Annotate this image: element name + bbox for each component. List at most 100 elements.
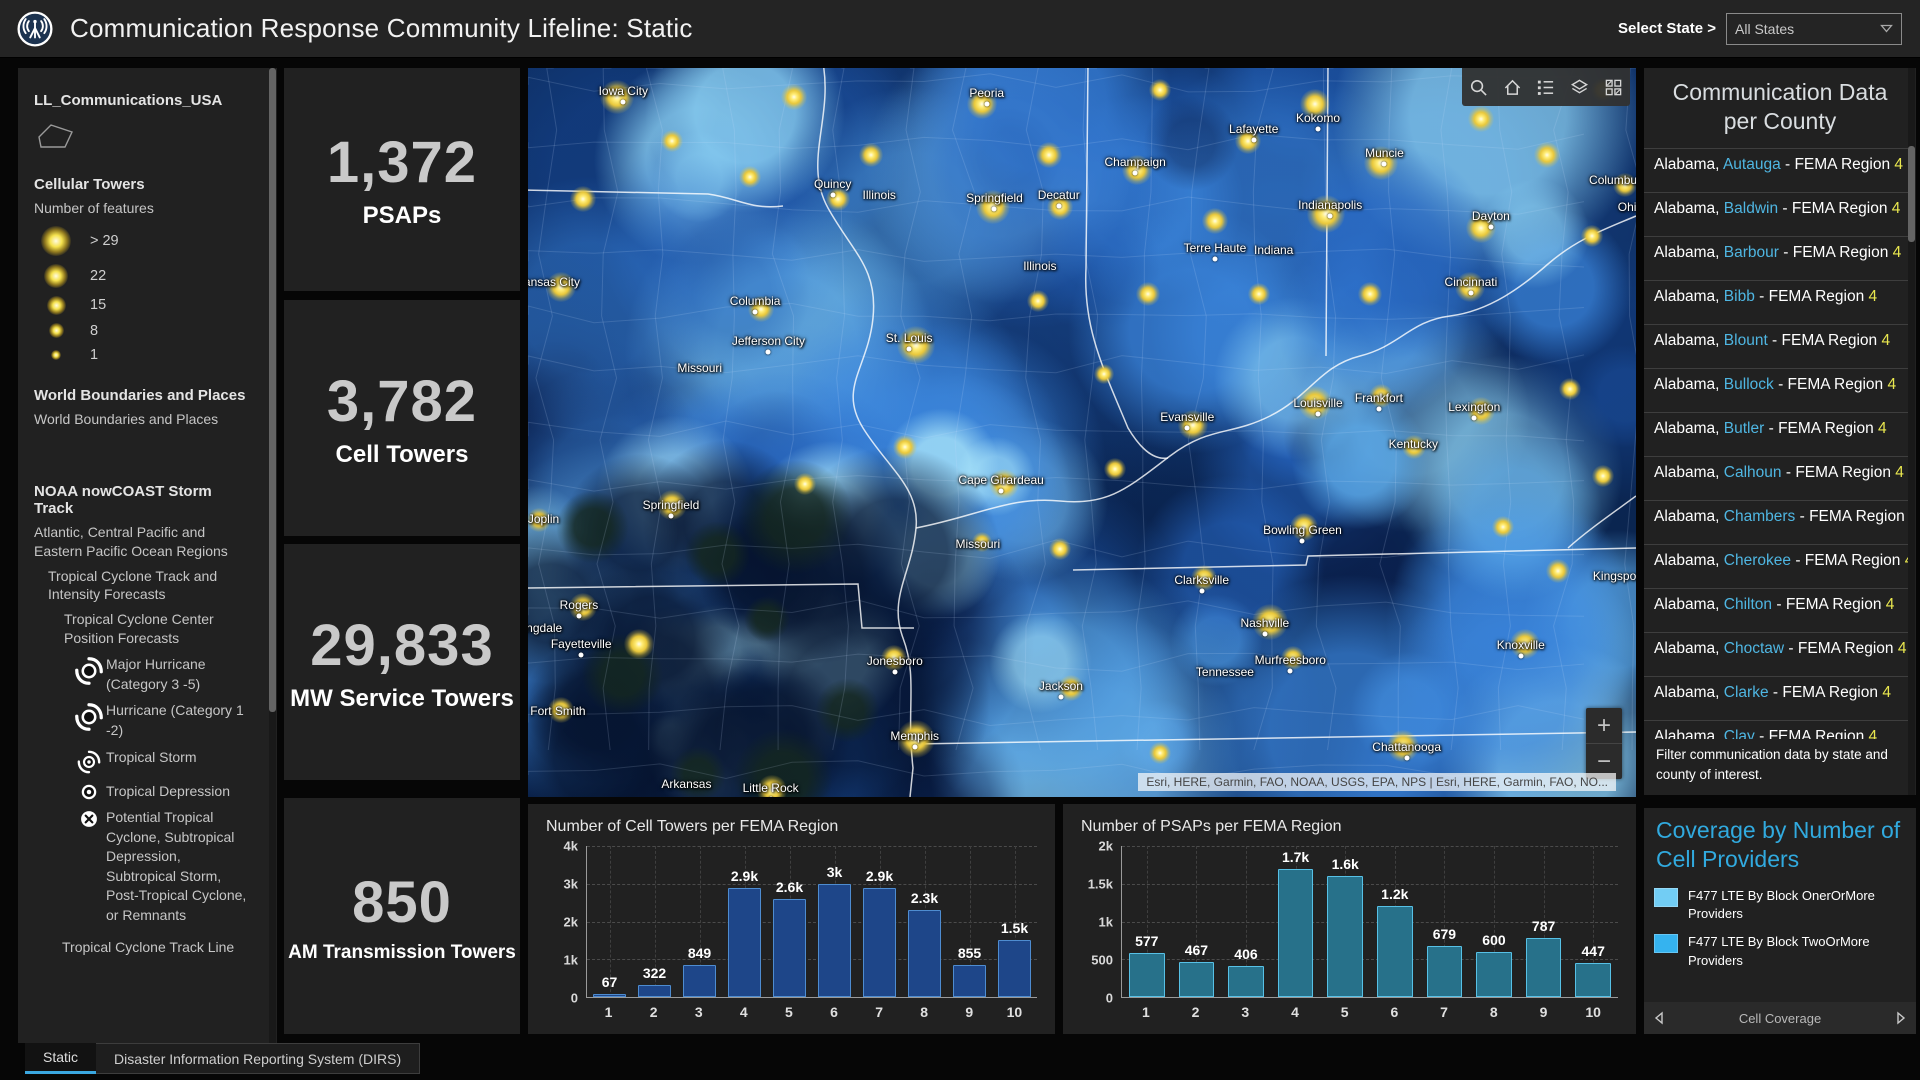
city-label: Chattanooga (1372, 739, 1442, 754)
search-icon[interactable] (1469, 78, 1488, 97)
cell-tower-dot (1148, 78, 1171, 101)
bar-value-label: 2.3k (910, 890, 939, 907)
city-label: Jefferson City (731, 333, 805, 348)
county-row[interactable]: Alabama, Calhoun - FEMA Region 4 (1644, 455, 1908, 500)
bar-region-1[interactable] (593, 994, 626, 997)
map-zoom-control: + − (1586, 708, 1622, 779)
legend-icon[interactable] (1536, 78, 1555, 97)
gridline (587, 883, 1037, 885)
cell-tower-dot (623, 628, 654, 659)
county-row[interactable]: Alabama, Chilton - FEMA Region 4 (1644, 587, 1908, 632)
cell-tower-dot (1094, 364, 1115, 385)
sidebar-scrollbar[interactable] (269, 68, 276, 1043)
cell-tower-dot (1534, 142, 1561, 169)
bar-value-label: 2.9k (730, 867, 759, 884)
stat-cell-towers-label: Cell Towers (335, 440, 469, 468)
county-mid: - FEMA Region (1767, 331, 1882, 349)
bar-region-8[interactable] (908, 910, 941, 997)
bar-region-9[interactable] (953, 964, 986, 997)
bar-region-8[interactable] (1476, 951, 1512, 997)
bar-region-4[interactable] (1277, 868, 1314, 997)
tab-static[interactable]: Static (25, 1043, 97, 1074)
county-row[interactable]: Alabama, Autauga - FEMA Region 4 (1644, 147, 1908, 192)
size-class-label: 8 (90, 322, 99, 339)
bar-region-9[interactable] (1525, 937, 1562, 997)
bar-region-6[interactable] (818, 883, 851, 997)
county-row[interactable]: Alabama, Clay - FEMA Region 4 (1644, 719, 1908, 739)
stat-cell-towers-value: 3,782 (326, 368, 478, 434)
bar-region-6[interactable] (1376, 906, 1413, 997)
county-row[interactable]: Alabama, Choctaw - FEMA Region 4 (1644, 631, 1908, 676)
county-row[interactable]: Alabama, Butler - FEMA Region 4 (1644, 411, 1908, 456)
bar-region-2[interactable] (1178, 961, 1215, 997)
x-tick-label: 4 (1291, 1004, 1299, 1020)
grid-vline (1543, 846, 1545, 997)
county-row[interactable]: Alabama, Cherokee - FEMA Region 4 (1644, 543, 1908, 588)
coverage-legend-label: F477 LTE By Block OnerOrMore Providers (1688, 887, 1875, 922)
bar-region-7[interactable] (1426, 945, 1463, 997)
city-label: Knoxville (1496, 638, 1545, 653)
layers-icon[interactable] (1570, 78, 1589, 97)
cell-tower-dot (1177, 410, 1208, 441)
x-tick-label: 1 (604, 1004, 613, 1020)
state-select-dropdown[interactable]: All States (1726, 12, 1902, 45)
city-label: Muncie (1365, 146, 1404, 161)
gridline (587, 959, 1037, 961)
basemap-icon[interactable] (1604, 78, 1623, 97)
coverage-swatch-icon (1654, 934, 1678, 954)
storm-legend-label: Tropical Depression (106, 782, 230, 799)
bar-region-3[interactable] (683, 964, 716, 997)
county-row[interactable]: Alabama, Bullock - FEMA Region 4 (1644, 367, 1908, 412)
select-state-label: Select State > (1618, 20, 1716, 37)
y-tick-label: 1.5k (1087, 876, 1113, 892)
county-row[interactable]: Alabama, Barbour - FEMA Region 4 (1644, 235, 1908, 280)
county-county: Clarke (1723, 683, 1769, 701)
county-row[interactable]: Alabama, Chambers - FEMA Region 4 (1644, 499, 1908, 544)
county-county: Chilton (1723, 595, 1773, 613)
coverage-providers-panel: Coverage by Number of Cell Providers F47… (1644, 808, 1916, 1034)
zoom-out-button[interactable]: − (1596, 747, 1611, 775)
county-row[interactable]: Alabama, Clarke - FEMA Region 4 (1644, 675, 1908, 720)
x-tick-label: 3 (1241, 1004, 1250, 1020)
coverage-panel-title: Coverage by Number of Cell Providers (1656, 817, 1901, 872)
bar-region-5[interactable] (773, 898, 806, 997)
stat-am-towers: 850 AM Transmission Towers (284, 798, 520, 1034)
city-label: Memphis (890, 729, 940, 744)
county-row[interactable]: Alabama, Bibb - FEMA Region 4 (1644, 279, 1908, 324)
cell-tower-dot (1466, 396, 1495, 425)
world-boundaries-title: World Boundaries and Places (34, 386, 246, 404)
county-scrollbar-thumb[interactable] (1908, 146, 1915, 242)
county-mid: - FEMA Region (1781, 463, 1896, 481)
zoom-in-button[interactable]: + (1586, 708, 1622, 744)
county-row[interactable]: Alabama, Baldwin - FEMA Region 4 (1644, 191, 1908, 236)
home-icon[interactable] (1503, 78, 1522, 97)
bar-region-10[interactable] (1575, 963, 1612, 997)
sidebar-scrollbar-thumb[interactable] (269, 68, 276, 712)
size-class-row: 15 (34, 295, 251, 315)
coverage-map[interactable]: Iowa City Peoria Kokomo Lafayette Muncie Cham… (528, 68, 1636, 797)
coverage-blob (1143, 94, 1240, 191)
bar-region-1[interactable] (1128, 953, 1165, 997)
bar-value-label: 1.2k (1381, 886, 1409, 903)
pager-prev-icon[interactable] (1654, 1011, 1664, 1025)
county-filter-hint: Filter communication data by state and c… (1656, 746, 1888, 782)
bar-region-3[interactable] (1228, 966, 1264, 997)
cell-tower-dot (1306, 194, 1345, 233)
pager-next-icon[interactable] (1896, 1011, 1906, 1025)
county-row[interactable]: Alabama, Blount - FEMA Region 4 (1644, 323, 1908, 368)
county-data-panel: Communication Data per County Alabama, A… (1644, 68, 1916, 795)
storm-legend-row: Hurricane (Category 1 -2) (72, 701, 251, 740)
bar-region-7[interactable] (863, 887, 896, 997)
bar-region-4[interactable] (728, 887, 761, 997)
county-mid: - FEMA Region (1754, 727, 1869, 739)
bar-region-5[interactable] (1327, 876, 1364, 997)
county-scrollbar[interactable] (1908, 68, 1915, 795)
cell-tower-dot (1122, 155, 1153, 186)
x-tick-label: 8 (1489, 1004, 1498, 1020)
bar-region-2[interactable] (638, 984, 671, 997)
tower-size-dot (41, 225, 71, 256)
bar-region-10[interactable] (998, 940, 1031, 997)
tab-dirs[interactable]: Disaster Information Reporting System (D… (96, 1043, 421, 1074)
gridline (1122, 883, 1618, 885)
cell-tower-dot (892, 435, 917, 460)
